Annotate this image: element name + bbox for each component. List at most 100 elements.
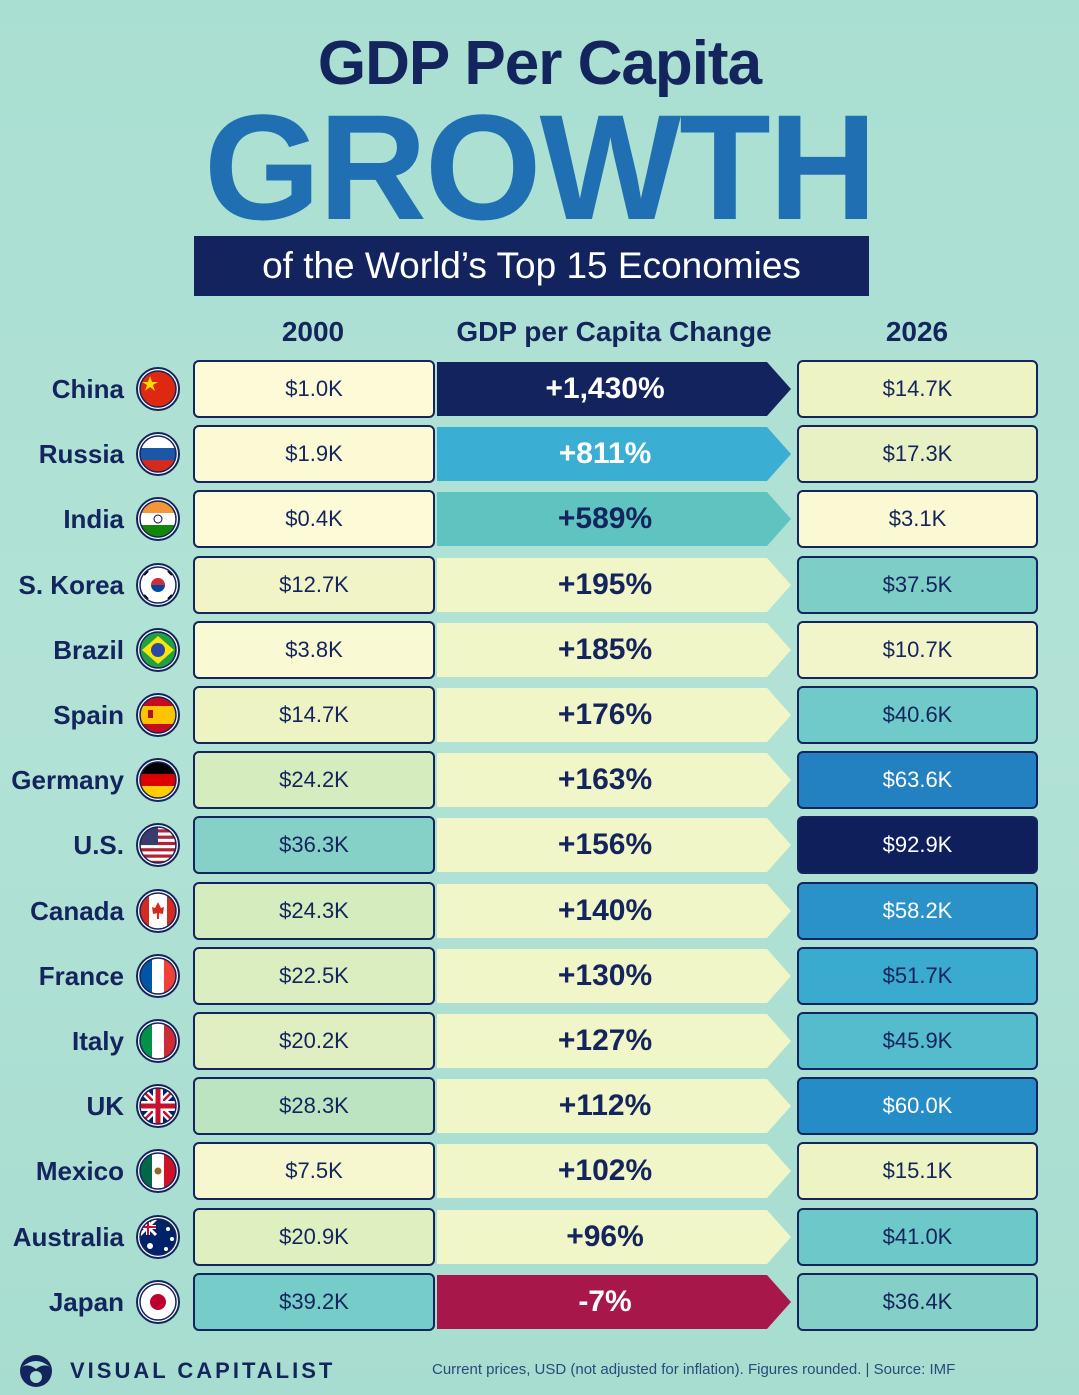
change-arrow-shape <box>437 948 791 1003</box>
uk-flag-icon <box>136 1084 180 1129</box>
table-row: UK $28.3K +112% $60.0K <box>0 1077 1079 1136</box>
value-2026-cell: $14.7K <box>797 360 1038 418</box>
change-arrow: +195% <box>437 557 791 612</box>
table-row: China $1.0K +1,430% $14.7K <box>0 360 1079 418</box>
brand-logo: VISUAL CAPITALIST <box>14 1353 335 1389</box>
change-arrow-shape <box>437 1079 791 1134</box>
change-label: +112% <box>558 1089 652 1123</box>
change-label: +589% <box>557 502 653 536</box>
brazil-flag-icon <box>136 627 180 672</box>
column-header-change: GDP per Capita Change <box>456 316 772 347</box>
value-2000-cell: $20.9K <box>193 1207 435 1266</box>
change-arrow: +130% <box>437 948 791 1003</box>
value-2026-cell: $40.6K <box>797 686 1038 744</box>
table-row: Italy $20.2K +127% $45.9K <box>0 1012 1079 1070</box>
change-arrow: +112% <box>437 1079 791 1134</box>
value-2000-cell: $12.7K <box>193 555 435 614</box>
country-label: Japan <box>48 1286 124 1317</box>
country-label: Mexico <box>35 1156 124 1187</box>
value-2026-cell: $36.4K <box>797 1272 1038 1331</box>
country-label: U.S. <box>73 830 124 861</box>
table-row: Canada $24.3K +140% $58.2K <box>0 881 1079 940</box>
change-label: +185% <box>557 632 653 666</box>
footnote-source: Current prices, USD (not adjusted for in… <box>432 1361 956 1378</box>
change-arrow-shape <box>437 1209 791 1264</box>
change-arrow: +589% <box>437 492 791 547</box>
country-label: China <box>51 374 124 404</box>
change-arrow: +163% <box>437 753 791 808</box>
china-flag-icon <box>136 367 180 411</box>
value-2000-cell: $3.8K <box>193 620 435 679</box>
change-label: +130% <box>557 958 653 992</box>
change-label: +176% <box>557 698 653 731</box>
value-2000-cell: $1.0K <box>193 360 435 418</box>
value-2000-cell: $24.3K <box>193 881 435 940</box>
value-2026-cell: $15.1K <box>797 1142 1038 1201</box>
change-label: +163% <box>557 763 653 797</box>
table-row: U.S. $36.3K +156% $92.9K <box>0 816 1079 875</box>
value-2026-cell: $45.9K <box>797 1012 1038 1070</box>
value-2026-cell: $92.9K <box>797 816 1038 875</box>
country-label: UK <box>86 1091 124 1122</box>
change-arrow-shape <box>437 883 791 938</box>
country-label: Russia <box>38 439 124 470</box>
country-label: France <box>38 960 124 991</box>
australia-flag-icon <box>136 1214 180 1259</box>
country-label: Australia <box>12 1221 124 1252</box>
change-arrow-shape <box>437 557 791 612</box>
country-label: Brazil <box>53 634 124 665</box>
table-row: Brazil $3.8K +185% $10.7K <box>0 620 1079 679</box>
table-row: Australia $20.9K +96% $41.0K <box>0 1207 1079 1266</box>
change-label: +127% <box>557 1024 653 1057</box>
column-header-2026: 2026 <box>885 316 949 347</box>
value-2000-cell: $22.5K <box>193 946 435 1005</box>
change-arrow-shape <box>437 362 791 416</box>
country-label: India <box>63 504 124 535</box>
change-arrow: +1,430% <box>437 362 791 416</box>
subtitle-banner: of the World’s Top 15 Economies <box>194 236 869 296</box>
italy-flag-icon <box>136 1019 180 1063</box>
value-2000-cell: $20.2K <box>193 1012 435 1070</box>
japan-flag-icon <box>136 1279 180 1324</box>
change-label: +811% <box>558 437 652 471</box>
us-flag-icon <box>136 823 180 868</box>
table-row: Spain $14.7K +176% $40.6K <box>0 686 1079 744</box>
country-label: Canada <box>30 895 124 926</box>
visual-capitalist-logo-icon <box>20 1355 52 1387</box>
brand-name: VISUAL CAPITALIST <box>70 1358 336 1383</box>
spain-flag-icon <box>136 693 180 737</box>
value-2026-cell: $17.3K <box>797 425 1038 484</box>
change-arrow: +811% <box>437 427 791 482</box>
value-2026-cell: $3.1K <box>797 490 1038 549</box>
table-row: Russia $1.9K +811% $17.3K <box>0 425 1079 484</box>
title-line2: GROWTH <box>203 83 877 251</box>
value-2000-cell: $24.2K <box>193 751 435 810</box>
change-label: +195% <box>557 567 653 601</box>
change-arrow: +185% <box>437 622 791 677</box>
country-label: Germany <box>11 765 124 796</box>
table-row: S. Korea $12.7K +195% $37.5K <box>0 555 1079 614</box>
country-label: Spain <box>53 700 124 730</box>
mexico-flag-icon <box>136 1149 180 1194</box>
change-label: +140% <box>557 893 653 927</box>
change-label: +1,430% <box>545 372 665 405</box>
change-label: +96% <box>566 1219 644 1253</box>
change-arrow: +140% <box>437 883 791 938</box>
country-label: S. Korea <box>18 569 125 600</box>
change-arrow: +96% <box>437 1209 791 1264</box>
change-label: -7% <box>578 1284 632 1318</box>
change-arrow-shape <box>437 427 791 482</box>
value-2026-cell: $41.0K <box>797 1207 1038 1266</box>
value-2026-cell: $58.2K <box>797 881 1038 940</box>
france-flag-icon <box>136 953 180 998</box>
value-2026-cell: $10.7K <box>797 620 1038 679</box>
value-2000-cell: $1.9K <box>193 425 435 484</box>
change-label: +156% <box>557 828 653 862</box>
table-row: Japan $39.2K -7% $36.4K <box>0 1272 1079 1331</box>
title-line1: GDP Per Capita <box>317 29 762 98</box>
value-2000-cell: $39.2K <box>193 1272 435 1331</box>
change-arrow: +156% <box>437 818 791 873</box>
india-flag-icon <box>136 497 180 542</box>
change-label: +102% <box>557 1154 653 1188</box>
south-korea-flag-icon <box>136 562 180 607</box>
